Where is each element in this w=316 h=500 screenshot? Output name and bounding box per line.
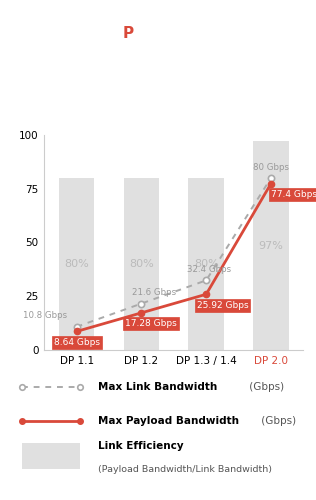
Text: Max Link Bandwidth: Max Link Bandwidth — [98, 382, 217, 392]
Text: 25.92 Gbps: 25.92 Gbps — [197, 300, 248, 310]
Text: ™: ™ — [234, 26, 242, 35]
Bar — [188, 178, 224, 350]
Text: (Gbps): (Gbps) — [246, 382, 285, 392]
Text: Max Payload Bandwidth: Max Payload Bandwidth — [98, 416, 239, 426]
Text: 8.64 Gbps: 8.64 Gbps — [54, 338, 100, 347]
Text: Link Efficiency: Link Efficiency — [98, 440, 184, 450]
Text: 80%: 80% — [194, 259, 219, 269]
Text: DisplayPort: DisplayPort — [156, 27, 237, 40]
Text: 80 Gbps: 80 Gbps — [253, 162, 289, 172]
Text: (Gbps): (Gbps) — [258, 416, 296, 426]
Text: 97%: 97% — [258, 240, 283, 250]
Text: 17.28 Gbps: 17.28 Gbps — [125, 320, 177, 328]
Text: 10.8 Gbps: 10.8 Gbps — [23, 312, 67, 320]
Bar — [124, 178, 159, 350]
Bar — [59, 178, 94, 350]
FancyBboxPatch shape — [114, 23, 142, 49]
Text: DATA BANDWIDTH: DATA BANDWIDTH — [100, 98, 216, 111]
Text: 21.6 Gbps: 21.6 Gbps — [132, 288, 176, 297]
Bar — [253, 142, 289, 350]
Text: (Payload Bandwidth/Link Bandwidth): (Payload Bandwidth/Link Bandwidth) — [98, 464, 272, 473]
Text: 80%: 80% — [64, 259, 89, 269]
Text: 32.4 Gbps: 32.4 Gbps — [187, 265, 232, 274]
Text: 80%: 80% — [129, 259, 154, 269]
Text: EVOLUTION OF DISPLAYPORT: EVOLUTION OF DISPLAYPORT — [67, 66, 249, 78]
Text: P: P — [122, 26, 134, 41]
Text: 77.4 Gbps: 77.4 Gbps — [270, 190, 316, 199]
FancyBboxPatch shape — [22, 443, 81, 469]
